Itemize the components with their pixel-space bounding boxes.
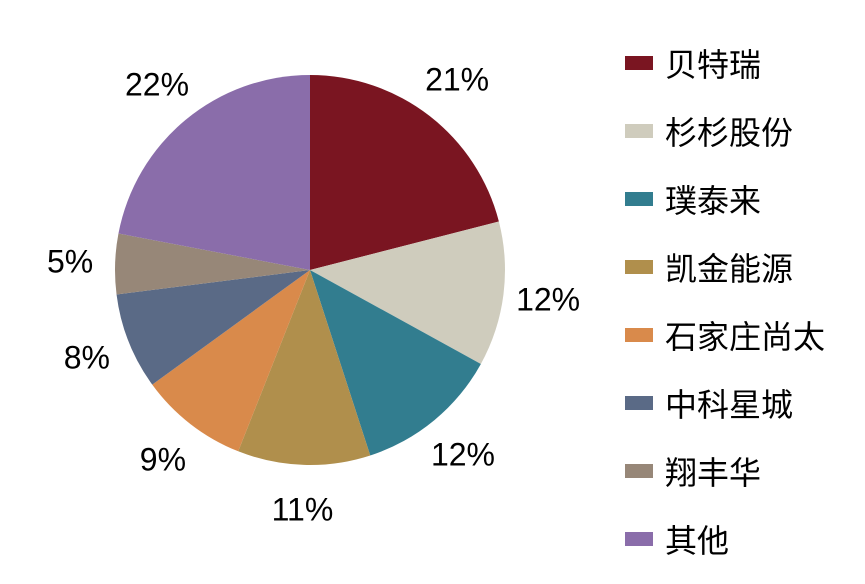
legend-swatch [625,532,653,546]
legend-swatch [625,260,653,274]
legend-item: 贝特瑞 [625,40,825,86]
legend-label: 璞泰来 [665,176,761,222]
legend-label: 石家庄尚太 [665,312,825,358]
legend-swatch [625,464,653,478]
slice-label: 21% [425,62,489,99]
legend-label: 翔丰华 [665,448,761,494]
slice-label: 8% [64,340,110,377]
legend-item: 璞泰来 [625,176,825,222]
legend-item: 中科星城 [625,380,825,426]
legend-item: 凯金能源 [625,244,825,290]
slice-label: 12% [516,282,580,319]
legend-label: 贝特瑞 [665,40,761,86]
legend-item: 其他 [625,516,825,562]
legend-label: 其他 [665,516,729,562]
slice-label: 5% [47,244,93,281]
legend-swatch [625,56,653,70]
pie-chart: 21% 12% 12% 11% 9% 8% 5% 22% 贝特瑞杉杉股份璞泰来凯金能源石家庄尚… [0,0,865,532]
legend: 贝特瑞杉杉股份璞泰来凯金能源石家庄尚太中科星城翔丰华其他 [625,40,825,584]
legend-label: 凯金能源 [665,244,793,290]
legend-swatch [625,124,653,138]
legend-swatch [625,192,653,206]
legend-label: 中科星城 [665,380,793,426]
legend-label: 杉杉股份 [665,108,793,154]
legend-item: 杉杉股份 [625,108,825,154]
slice-label: 9% [140,441,186,478]
legend-item: 石家庄尚太 [625,312,825,358]
legend-item: 翔丰华 [625,448,825,494]
slice-label: 22% [125,67,189,104]
legend-swatch [625,396,653,410]
legend-swatch [625,328,653,342]
slice-label: 11% [272,491,334,528]
slice-label: 12% [431,436,495,473]
